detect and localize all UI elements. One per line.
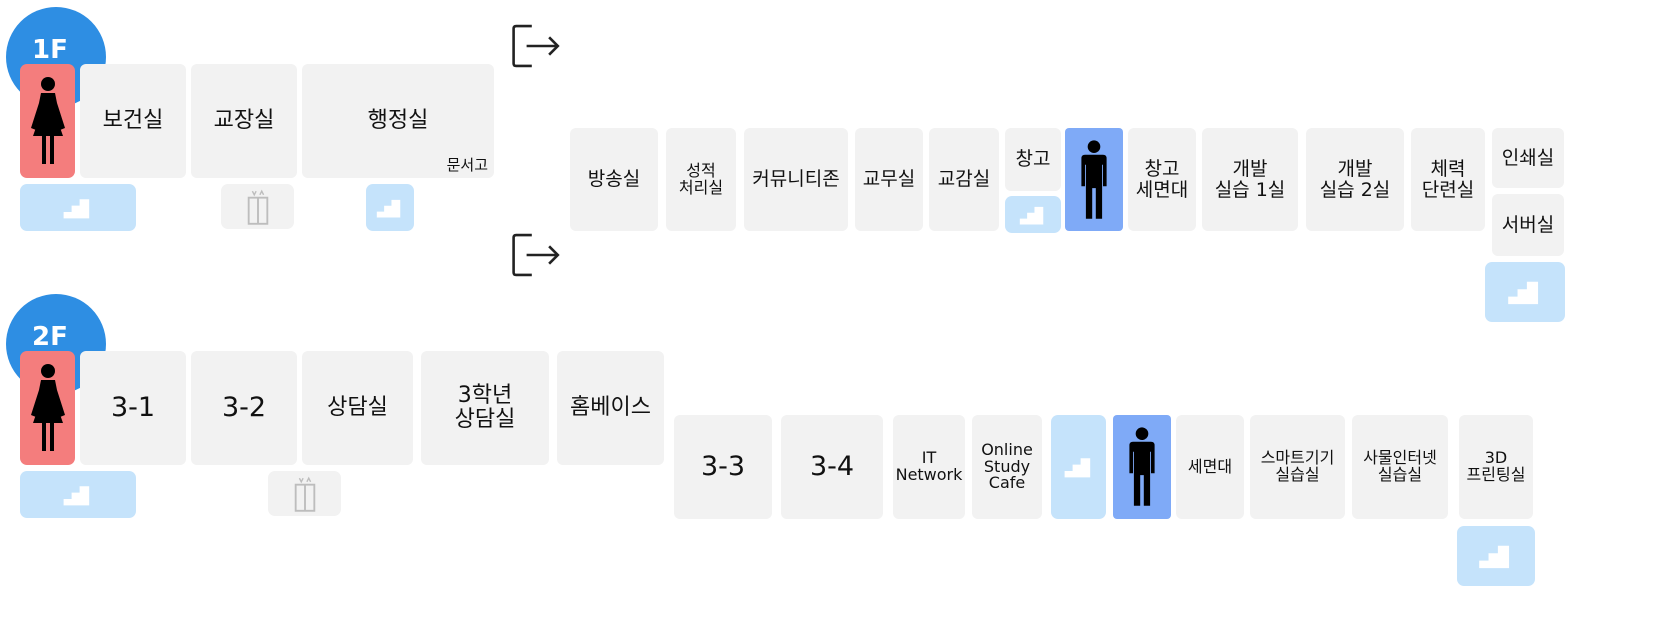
room-vice-principal[interactable]: 교감실 — [929, 128, 999, 231]
room-admin-label: 행정실 — [367, 107, 429, 133]
elevator-2f[interactable] — [268, 471, 341, 516]
room-iot[interactable]: 사물인터넷 실습실 — [1352, 415, 1448, 519]
room-archive-label: 문서고 — [446, 155, 488, 174]
room-3-2[interactable]: 3-2 — [191, 351, 297, 465]
stairs-1f-a[interactable] — [20, 184, 136, 231]
stairs-icon — [375, 197, 405, 219]
exit-icon[interactable] — [511, 230, 563, 280]
room-fitness[interactable]: 체력 단련실 — [1411, 128, 1485, 231]
male-restroom-2f[interactable] — [1113, 415, 1171, 519]
stairs-icon — [61, 196, 95, 220]
floor-2f-label: 2F — [32, 322, 68, 352]
room-admin[interactable]: 행정실 문서고 — [302, 64, 494, 178]
room-homebase[interactable]: 홈베이스 — [557, 351, 664, 465]
stairs-icon — [1477, 542, 1515, 570]
room-principal[interactable]: 교장실 — [191, 64, 297, 178]
room-it-network[interactable]: IT Network — [893, 415, 965, 519]
stairs-1f-b[interactable] — [366, 184, 414, 231]
floor-1f-label: 1F — [32, 35, 68, 65]
stairs-1f-d[interactable] — [1485, 262, 1565, 322]
stairs-2f-c[interactable] — [1457, 526, 1535, 586]
room-dev-lab2[interactable]: 개발 실습 2실 — [1306, 128, 1404, 231]
room-3-1[interactable]: 3-1 — [80, 351, 186, 465]
room-broadcast[interactable]: 방송실 — [570, 128, 658, 231]
elevator-icon — [244, 188, 272, 226]
room-3-3[interactable]: 3-3 — [674, 415, 772, 519]
elevator-icon — [291, 475, 319, 513]
stairs-icon — [1506, 278, 1544, 306]
female-restroom-2f[interactable] — [20, 351, 75, 465]
male-restroom-icon — [1076, 139, 1112, 221]
room-dev-lab1[interactable]: 개발 실습 1실 — [1202, 128, 1298, 231]
room-server[interactable]: 서버실 — [1492, 194, 1564, 256]
room-wash[interactable]: 세면대 — [1176, 415, 1244, 519]
room-3d-print[interactable]: 3D 프린팅실 — [1459, 415, 1533, 519]
male-restroom-icon — [1124, 426, 1160, 508]
room-print[interactable]: 인쇄실 — [1492, 128, 1564, 188]
room-storage[interactable]: 창고 — [1005, 128, 1061, 191]
elevator-1f[interactable] — [221, 184, 294, 229]
stairs-icon — [61, 483, 95, 507]
stairs-icon — [1063, 455, 1095, 479]
room-teachers[interactable]: 교무실 — [855, 128, 923, 231]
room-storage-wash[interactable]: 창고 세면대 — [1128, 128, 1196, 231]
room-3-4[interactable]: 3-4 — [781, 415, 883, 519]
female-restroom-1f[interactable] — [20, 64, 75, 178]
room-g3-counsel[interactable]: 3학년 상담실 — [421, 351, 549, 465]
stairs-icon — [1018, 204, 1048, 226]
stairs-2f-a[interactable] — [20, 471, 136, 518]
exit-icon[interactable] — [511, 21, 563, 71]
room-grades[interactable]: 성적 처리실 — [666, 128, 736, 231]
male-restroom-1f[interactable] — [1065, 128, 1123, 231]
female-restroom-icon — [28, 363, 68, 453]
female-restroom-icon — [28, 76, 68, 166]
room-smart-device[interactable]: 스마트기기 실습실 — [1250, 415, 1345, 519]
room-counsel[interactable]: 상담실 — [302, 351, 413, 465]
stairs-2f-b[interactable] — [1051, 415, 1106, 519]
room-community[interactable]: 커뮤니티존 — [744, 128, 848, 231]
room-online-study-cafe[interactable]: Online Study Cafe — [972, 415, 1042, 519]
room-health[interactable]: 보건실 — [80, 64, 186, 178]
stairs-1f-c[interactable] — [1005, 196, 1061, 233]
